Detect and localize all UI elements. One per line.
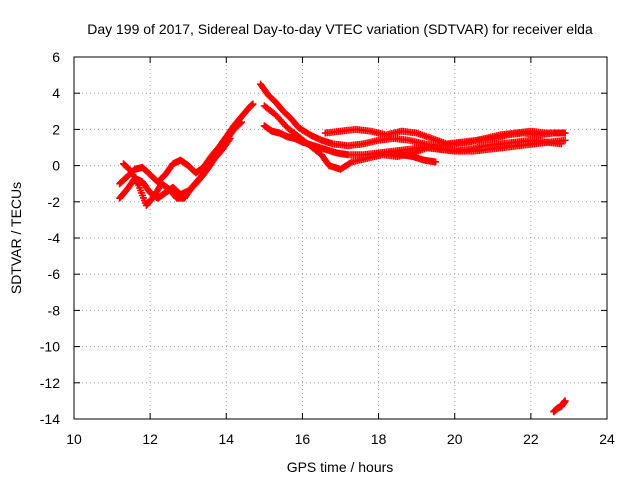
- plot-frame: [73, 56, 608, 420]
- chart-title: Day 199 of 2017, Sidereal Day-to-day VTE…: [87, 21, 593, 37]
- data-point: [226, 134, 234, 142]
- series-arc-h: [386, 149, 440, 166]
- axis-ticks: [73, 56, 608, 420]
- x-tick-label: 14: [218, 431, 234, 447]
- data-point: [561, 129, 569, 137]
- series-arc-c: [119, 134, 234, 209]
- y-tick-label: -4: [48, 230, 61, 246]
- y-tick-label: -10: [40, 339, 60, 355]
- y-tick-label: 2: [52, 121, 60, 137]
- data-point: [561, 136, 569, 144]
- x-axis-label: GPS time / hours: [287, 459, 394, 475]
- x-tick-label: 10: [66, 431, 82, 447]
- y-tick-label: 4: [52, 85, 60, 101]
- y-tick-label: -2: [48, 194, 61, 210]
- x-tick-label: 24: [599, 431, 615, 447]
- series-arc-a: [116, 100, 257, 188]
- data-point: [432, 158, 440, 166]
- data-point: [237, 119, 245, 127]
- data-point: [238, 118, 246, 126]
- y-tick-labels: 6 4 2 0 -2 -4 -6 -8 -10 -12 -14: [40, 49, 60, 427]
- data-points: [116, 80, 569, 416]
- data-point: [346, 159, 354, 167]
- y-tick-label: -8: [48, 302, 61, 318]
- data-point: [561, 397, 569, 405]
- series-arc-g: [321, 125, 569, 148]
- x-tick-labels: 10 12 14 16 18 20 22 24: [66, 431, 615, 447]
- y-tick-label: 0: [52, 158, 60, 174]
- x-tick-label: 16: [295, 431, 311, 447]
- x-tick-label: 12: [142, 431, 158, 447]
- y-tick-label: 6: [52, 49, 60, 65]
- data-point: [225, 136, 233, 144]
- data-point: [249, 100, 257, 108]
- x-tick-label: 18: [371, 431, 387, 447]
- grid-lines: [74, 57, 607, 419]
- series-arc-i: [550, 397, 569, 416]
- y-tick-label: -6: [48, 266, 61, 282]
- x-tick-label: 22: [523, 431, 539, 447]
- x-tick-label: 20: [447, 431, 463, 447]
- y-tick-label: -14: [40, 411, 60, 427]
- series-arc-f: [260, 102, 569, 173]
- y-tick-label: -12: [40, 375, 60, 391]
- y-axis-label: SDTVAR / TECUs: [8, 182, 24, 294]
